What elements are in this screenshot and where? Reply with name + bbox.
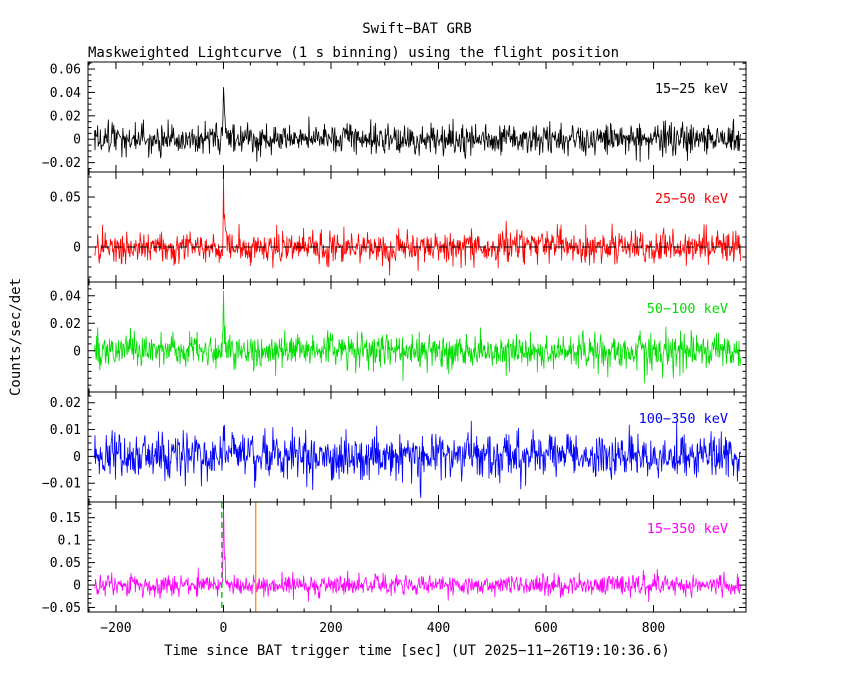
axis-ticks bbox=[88, 502, 746, 613]
x-tick-labels-group: −200 0 200 400 600 800 bbox=[100, 621, 665, 636]
y-tick-label: 0.06 bbox=[50, 63, 81, 78]
trace-100-350-keV bbox=[94, 420, 741, 498]
y-tick-label: 0.02 bbox=[50, 109, 81, 124]
axis-ticks bbox=[88, 392, 746, 502]
y-tick-label: 0.02 bbox=[50, 317, 81, 332]
x-tick-label: 400 bbox=[427, 621, 450, 636]
trace-25-50-keV bbox=[94, 177, 741, 276]
x-tick-label: 600 bbox=[534, 621, 557, 636]
trace-15-25-keV bbox=[94, 87, 741, 163]
x-tick-label: −200 bbox=[100, 621, 131, 636]
y-tick-label: −0.05 bbox=[42, 601, 81, 616]
y-tick-label: 0 bbox=[73, 344, 81, 359]
band-label-15-350-keV: 15−350 keV bbox=[647, 521, 728, 537]
panel-frame bbox=[87, 61, 747, 173]
chart-title: Swift−BAT GRB bbox=[362, 21, 472, 37]
panels-group: 0.06 0.04 0.02 0 −0.02 15−25 keV 0.05 0 25−50 ke… bbox=[42, 61, 747, 616]
axis-ticks bbox=[88, 62, 746, 172]
y-tick-label: 0 bbox=[73, 579, 81, 594]
trace-15-350-keV bbox=[94, 503, 741, 603]
axis-ticks bbox=[88, 281, 746, 393]
trace-50-100-keV bbox=[94, 290, 741, 384]
y-tick-label: −0.01 bbox=[42, 477, 81, 492]
x-tick-label: 800 bbox=[642, 621, 665, 636]
y-tick-label: 0 bbox=[73, 241, 81, 256]
panel-frame bbox=[87, 501, 747, 613]
band-label-25-50-keV: 25−50 keV bbox=[655, 191, 728, 207]
axis-ticks bbox=[88, 172, 746, 282]
y-tick-label: 0.05 bbox=[50, 556, 81, 571]
band-label-50-100-keV: 50−100 keV bbox=[647, 301, 728, 317]
x-tick-label: 0 bbox=[220, 621, 228, 636]
panel-50-100-keV: 0.04 0.02 0 50−100 keV bbox=[50, 281, 747, 393]
y-tick-label: 0.02 bbox=[50, 396, 81, 411]
band-label-15-25-keV: 15−25 keV bbox=[655, 81, 728, 97]
panel-frame bbox=[87, 281, 747, 393]
y-tick-label: 0.01 bbox=[50, 423, 81, 438]
panel-frame bbox=[87, 171, 747, 283]
y-tick-label: −0.02 bbox=[42, 156, 81, 171]
x-tick-label: 200 bbox=[319, 621, 342, 636]
panel-15-25-keV: 0.06 0.04 0.02 0 −0.02 15−25 keV bbox=[42, 61, 747, 173]
y-tick-label: 0.15 bbox=[50, 511, 81, 526]
panel-15-350-keV: 0.15 0.1 0.05 0 −0.05 15−350 keV bbox=[42, 501, 747, 616]
y-tick-label: 0.05 bbox=[50, 191, 81, 206]
x-axis-label: Time since BAT trigger time [sec] (UT 20… bbox=[164, 643, 670, 659]
panel-25-50-keV: 0.05 0 25−50 keV bbox=[50, 171, 747, 283]
band-label-100-350-keV: 100−350 keV bbox=[639, 411, 728, 427]
y-tick-label: 0.04 bbox=[50, 289, 81, 304]
y-tick-label: 0.1 bbox=[58, 534, 81, 549]
y-tick-label: 0 bbox=[73, 450, 81, 465]
y-tick-label: 0 bbox=[73, 133, 81, 148]
y-axis-label: Counts/sec/det bbox=[8, 278, 24, 396]
chart-subtitle: Maskweighted Lightcurve (1 s binning) us… bbox=[88, 45, 619, 61]
y-tick-label: 0.04 bbox=[50, 86, 81, 101]
panel-100-350-keV: 0.02 0.01 0 −0.01 100−350 keV bbox=[42, 391, 747, 503]
